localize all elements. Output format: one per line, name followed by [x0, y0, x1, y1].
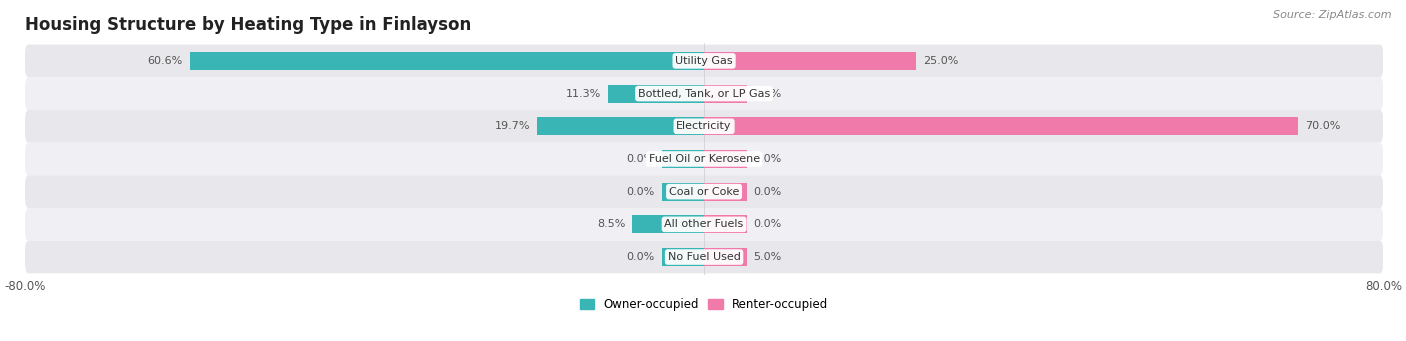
FancyBboxPatch shape	[25, 241, 1384, 273]
Bar	[704, 85, 747, 103]
FancyBboxPatch shape	[25, 110, 1384, 143]
Bar	[704, 150, 747, 168]
Bar	[609, 85, 704, 103]
Text: 60.6%: 60.6%	[148, 56, 183, 66]
Text: Fuel Oil or Kerosene: Fuel Oil or Kerosene	[648, 154, 759, 164]
Bar	[704, 216, 747, 233]
Bar	[704, 183, 747, 201]
Text: Coal or Coke: Coal or Coke	[669, 187, 740, 197]
FancyBboxPatch shape	[25, 208, 1384, 241]
Text: 11.3%: 11.3%	[567, 89, 602, 99]
Text: 0.0%: 0.0%	[627, 154, 655, 164]
Text: Source: ZipAtlas.com: Source: ZipAtlas.com	[1274, 10, 1392, 20]
Text: 8.5%: 8.5%	[596, 219, 626, 229]
Text: 0.0%: 0.0%	[627, 187, 655, 197]
Text: No Fuel Used: No Fuel Used	[668, 252, 741, 262]
Text: 0.0%: 0.0%	[754, 219, 782, 229]
Text: 19.7%: 19.7%	[495, 121, 530, 131]
FancyBboxPatch shape	[25, 77, 1384, 110]
Text: 0.0%: 0.0%	[754, 89, 782, 99]
FancyBboxPatch shape	[25, 175, 1384, 208]
Text: 5.0%: 5.0%	[754, 252, 782, 262]
Legend: Owner-occupied, Renter-occupied: Owner-occupied, Renter-occupied	[579, 298, 828, 311]
Bar	[662, 150, 704, 168]
FancyBboxPatch shape	[25, 143, 1384, 175]
Text: 25.0%: 25.0%	[924, 56, 959, 66]
FancyBboxPatch shape	[25, 45, 1384, 77]
Text: 0.0%: 0.0%	[627, 252, 655, 262]
Text: Electricity: Electricity	[676, 121, 733, 131]
Text: Utility Gas: Utility Gas	[675, 56, 733, 66]
Bar	[631, 216, 704, 233]
Bar	[704, 52, 917, 70]
Bar	[662, 183, 704, 201]
Text: All other Fuels: All other Fuels	[665, 219, 744, 229]
Bar	[537, 117, 704, 135]
Text: Bottled, Tank, or LP Gas: Bottled, Tank, or LP Gas	[638, 89, 770, 99]
Bar	[704, 248, 747, 266]
Text: 0.0%: 0.0%	[754, 154, 782, 164]
Text: Housing Structure by Heating Type in Finlayson: Housing Structure by Heating Type in Fin…	[25, 16, 471, 34]
Bar	[662, 248, 704, 266]
Text: 0.0%: 0.0%	[754, 187, 782, 197]
Bar	[704, 117, 1298, 135]
Text: 70.0%: 70.0%	[1305, 121, 1340, 131]
Bar	[190, 52, 704, 70]
